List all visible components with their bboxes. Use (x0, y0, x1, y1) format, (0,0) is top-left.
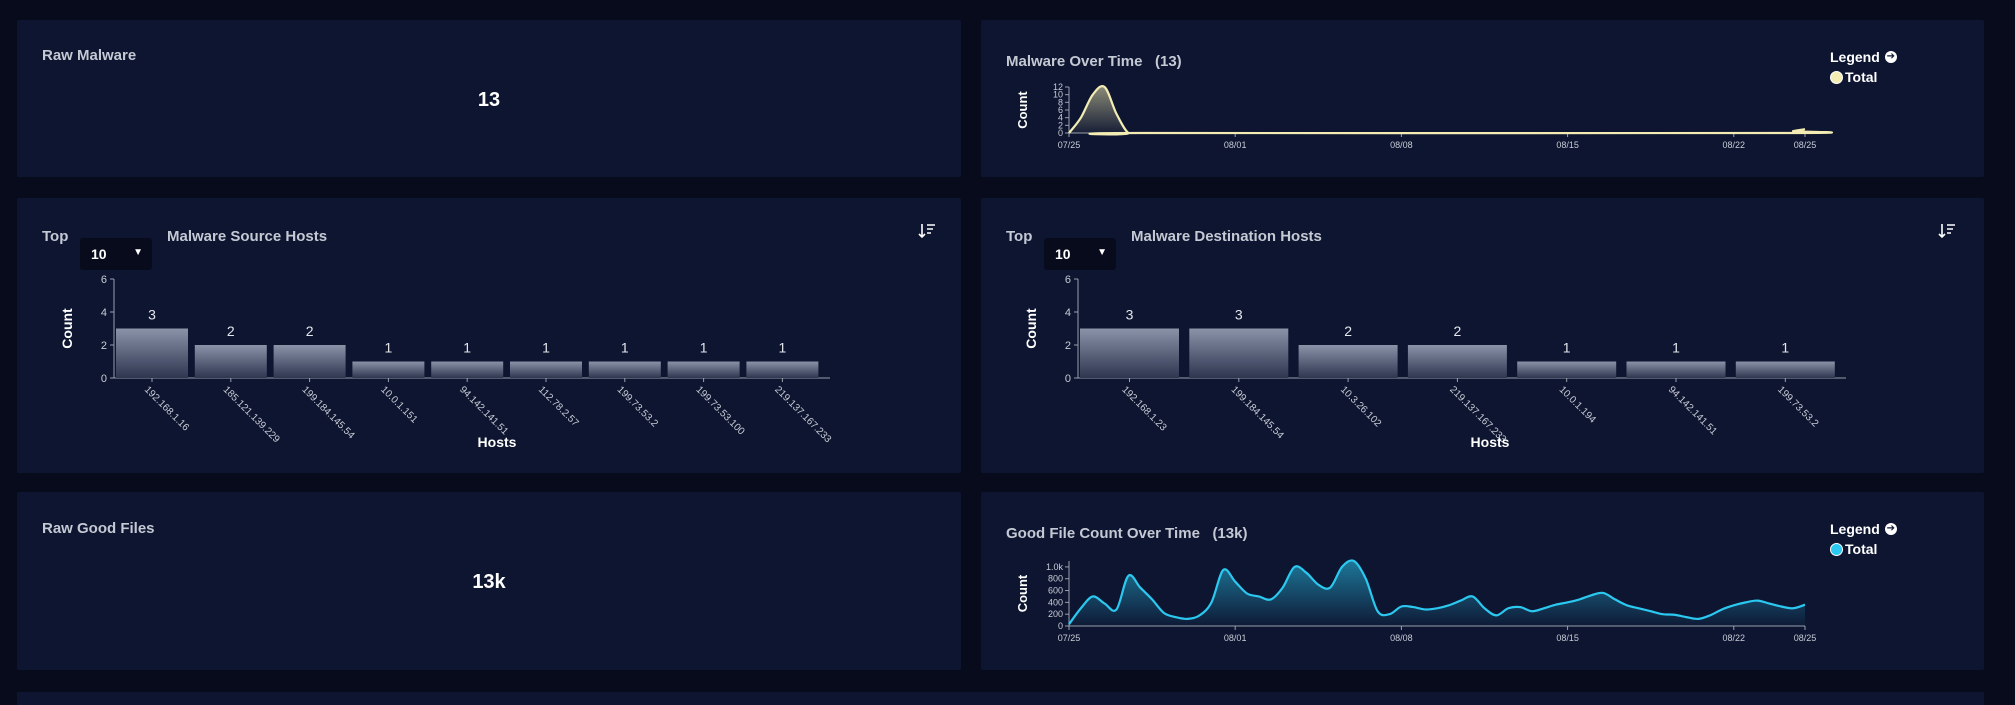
raw-malware-value: 13 (477, 89, 501, 111)
dest-top-select[interactable]: 10 ▼ (1044, 238, 1116, 270)
raw-good-files-panel: Raw Good Files 13k (17, 492, 961, 670)
caret-down-icon: ▼ (133, 247, 143, 258)
source-top-select[interactable]: 10 ▼ (80, 238, 152, 270)
raw-good-files-title: Raw Good Files (42, 520, 155, 537)
legend-dot-icon (1830, 542, 1843, 556)
arrow-right-icon[interactable]: ➔ (1884, 51, 1897, 63)
malware-over-time-panel: Malware Over Time (13) Legend ➔ Total (981, 20, 1984, 177)
legend-item: Total (1845, 69, 1878, 85)
source-top-select-value: 10 (91, 246, 107, 262)
arrow-right-icon[interactable]: ➔ (1884, 523, 1897, 535)
raw-good-files-value: 13k (472, 571, 506, 593)
sort-icon[interactable] (918, 222, 936, 240)
legend-item: Total (1845, 541, 1878, 557)
malware-over-time-title: Malware Over Time (13) (1006, 53, 1182, 70)
malware-count: (13) (1154, 53, 1182, 70)
dest-hosts-title: Malware Destination Hosts (1131, 228, 1322, 245)
good-files-count: (13k) (1212, 525, 1248, 542)
good-files-legend[interactable]: Legend ➔ Total (1830, 521, 1897, 557)
malware-legend[interactable]: Legend ➔ Total (1830, 49, 1897, 85)
raw-malware-title: Raw Malware (42, 47, 137, 64)
legend-dot-icon (1830, 70, 1843, 84)
sort-icon[interactable] (1938, 222, 1956, 240)
dest-top-label: Top (1006, 228, 1033, 245)
good-files-over-time-title: Good File Count Over Time (13k) (1006, 525, 1248, 542)
legend-title: Legend (1830, 521, 1880, 537)
source-hosts-title: Malware Source Hosts (167, 228, 328, 245)
source-hosts-panel: Top 10 ▼ Malware Source Hosts (17, 198, 961, 473)
raw-malware-panel: Raw Malware 13 (17, 20, 961, 177)
source-top-label: Top (42, 228, 69, 245)
next-panel-edge (17, 692, 1984, 705)
good-files-over-time-panel: Good File Count Over Time (13k) Legend ➔ … (981, 492, 1984, 670)
dest-hosts-panel: Top 10 ▼ Malware Destination Hosts (981, 198, 1984, 473)
dest-top-select-value: 10 (1055, 246, 1071, 262)
caret-down-icon: ▼ (1097, 247, 1107, 258)
legend-title: Legend (1830, 49, 1880, 65)
